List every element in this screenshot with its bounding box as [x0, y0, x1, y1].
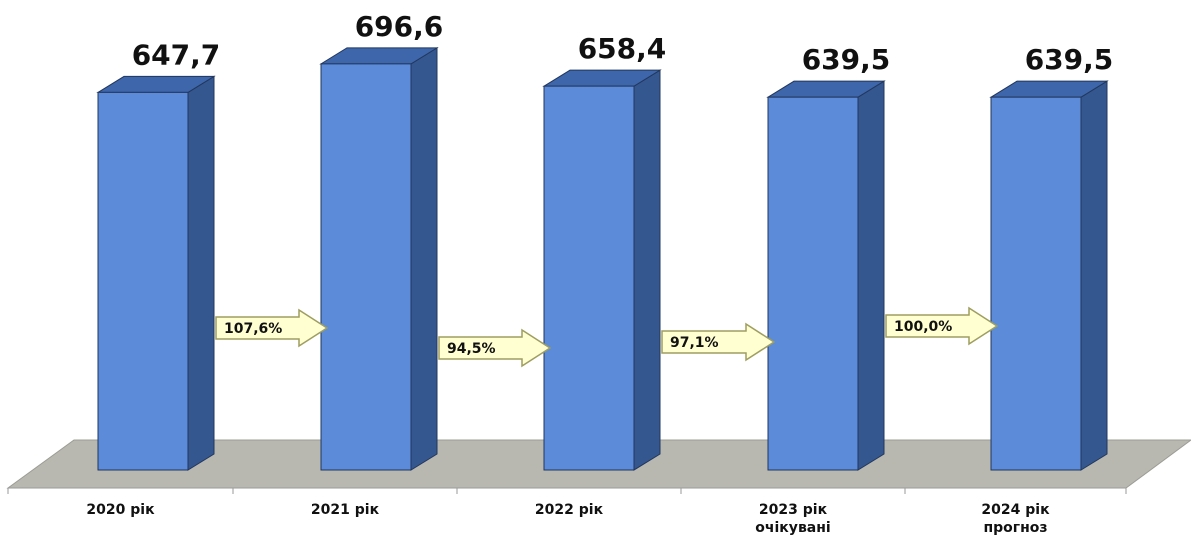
- x-tick-label: 2020 рік: [86, 502, 155, 518]
- growth-arrow-shape: [661, 322, 776, 362]
- bar-side: [633, 69, 661, 471]
- growth-arrow: 97,1%: [661, 322, 776, 362]
- bar-front: [543, 85, 635, 471]
- growth-arrow-shape: [885, 306, 999, 346]
- bar-front: [990, 96, 1082, 471]
- bar: [319, 46, 439, 471]
- bar-side: [410, 46, 438, 471]
- bar-front: [767, 96, 859, 471]
- data-label: 647,7: [132, 38, 221, 71]
- growth-label: 94,5%: [447, 341, 496, 357]
- growth-arrow-shape: [215, 308, 329, 348]
- bar-side: [857, 80, 885, 471]
- growth-arrow: 94,5%: [438, 328, 552, 368]
- data-label: 639,5: [1025, 43, 1114, 76]
- bar: [989, 80, 1109, 471]
- x-tick-label: 2022 рік: [535, 502, 604, 518]
- x-tick-label: 2024 рік прогноз: [981, 502, 1050, 536]
- bar-front: [97, 91, 189, 471]
- bar: [542, 69, 662, 471]
- bar-side: [187, 75, 215, 471]
- bar: [766, 80, 886, 471]
- data-label: 696,6: [355, 10, 444, 43]
- x-tick-label: 2023 рік очікувані: [755, 502, 830, 536]
- growth-label: 97,1%: [670, 335, 719, 351]
- growth-arrow: 107,6%: [215, 308, 329, 348]
- bar-front: [320, 63, 412, 471]
- growth-arrow: 100,0%: [885, 306, 999, 346]
- growth-label: 107,6%: [224, 321, 282, 337]
- x-tick-label: 2021 рік: [311, 502, 380, 518]
- growth-label: 100,0%: [894, 319, 952, 335]
- bar-side: [1080, 80, 1108, 471]
- data-label: 658,4: [578, 32, 667, 65]
- bar: [96, 75, 216, 471]
- data-label: 639,5: [802, 43, 891, 76]
- growth-arrow-shape: [438, 328, 552, 368]
